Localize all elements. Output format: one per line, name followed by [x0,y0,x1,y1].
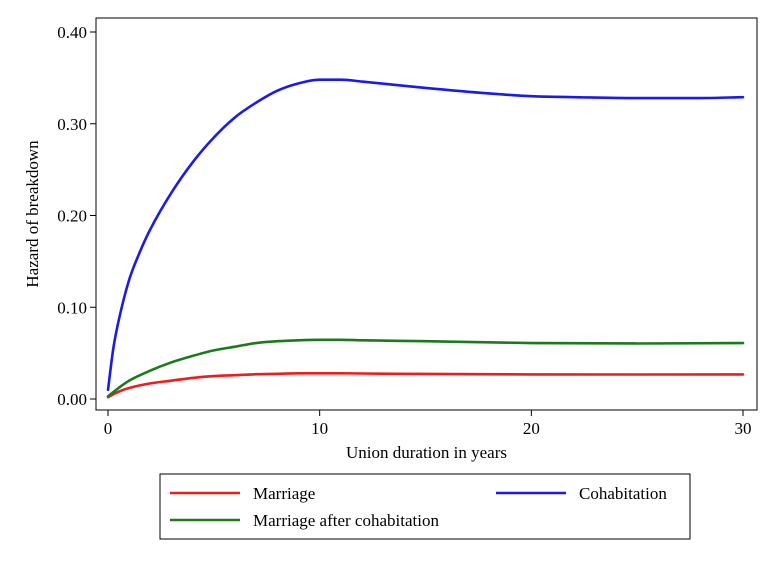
plot-frame [95,17,758,411]
y-tick-label: 0.10 [57,298,87,317]
y-axis: 0.00 0.10 0.20 0.30 0.40 [57,23,96,409]
legend-label-marriage-after-cohabitation: Marriage after cohabitation [253,511,439,530]
y-tick-label: 0.00 [57,390,87,409]
series-line-cohabitation [106,78,745,392]
x-tick-label: 0 [104,419,113,438]
legend-label-cohabitation: Cohabitation [579,484,667,503]
y-axis-title: Hazard of breakdown [23,140,42,288]
series-group [106,78,745,399]
series-line-marriage-after-cohabitation [106,338,745,398]
legend: Marriage Cohabitation Marriage after cohab… [159,473,691,540]
x-axis-title: Union duration in years [346,443,507,462]
y-tick-label: 0.40 [57,23,87,42]
x-tick-label: 30 [735,419,752,438]
plot-area [95,17,758,411]
legend-box [159,473,691,540]
x-tick-label: 20 [523,419,540,438]
y-tick-label: 0.30 [57,115,87,134]
series-line-marriage [106,372,745,399]
legend-label-marriage: Marriage [253,484,315,503]
x-tick-label: 10 [311,419,328,438]
x-axis: 0 10 20 30 [104,410,752,438]
y-tick-label: 0.20 [57,207,87,226]
